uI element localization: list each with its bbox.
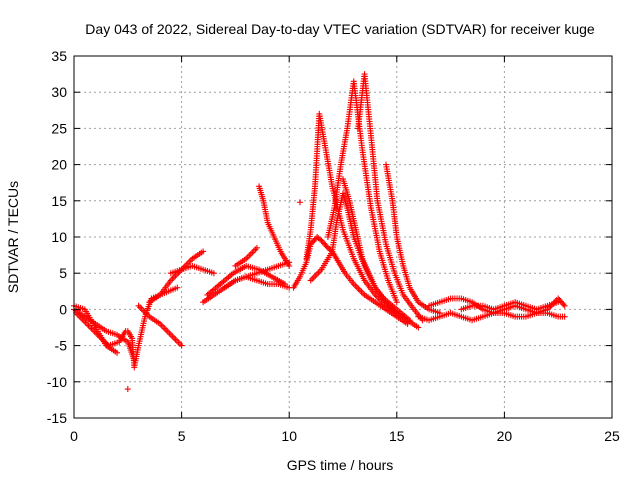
y-tick-label: 0 xyxy=(59,301,67,317)
data-point xyxy=(560,301,567,308)
data-point xyxy=(557,298,564,305)
y-tick-label: -5 xyxy=(55,338,68,354)
data-point xyxy=(406,317,413,324)
axis-ticks: 0 5 10 15 20 25 -15 -10 -5 0 5 10 15 20 25 30 35 xyxy=(47,48,620,444)
y-tick-label: -15 xyxy=(47,410,67,426)
data-point xyxy=(561,313,568,320)
data-markers xyxy=(71,71,568,393)
data-point xyxy=(296,199,303,206)
y-tick-label: 35 xyxy=(51,48,67,64)
series-track-17 xyxy=(307,190,422,331)
x-tick-label: 15 xyxy=(389,428,405,444)
y-tick-label: 10 xyxy=(51,229,67,245)
series-track-15 xyxy=(296,199,303,206)
data-point xyxy=(318,237,325,244)
y-tick-label: 5 xyxy=(59,265,67,281)
series-track-11 xyxy=(221,273,293,291)
data-point xyxy=(415,324,422,331)
series-track-06 xyxy=(135,302,185,349)
data-point xyxy=(321,240,328,247)
data-point xyxy=(210,270,217,277)
series-track-10 xyxy=(204,262,288,298)
series-track-18 xyxy=(324,78,400,306)
data-point xyxy=(319,239,326,246)
data-point xyxy=(124,386,131,393)
x-tick-label: 5 xyxy=(178,428,186,444)
data-point xyxy=(317,236,324,243)
series-track-19 xyxy=(340,176,413,324)
data-point xyxy=(322,241,329,248)
grid-lines xyxy=(74,56,612,418)
series-track-08 xyxy=(167,262,217,277)
series-track-24 xyxy=(458,299,562,313)
series-track-13 xyxy=(256,183,293,269)
series-track-07 xyxy=(146,248,207,306)
data-point xyxy=(253,244,260,251)
data-point xyxy=(286,262,293,269)
series-track-14 xyxy=(290,234,411,327)
y-tick-label: 25 xyxy=(51,120,67,136)
data-point xyxy=(311,236,318,243)
data-point xyxy=(114,349,121,356)
series-track-20 xyxy=(355,71,426,324)
data-point xyxy=(555,299,562,306)
series-track-23 xyxy=(415,310,568,324)
y-tick-label: 30 xyxy=(51,84,67,100)
data-point xyxy=(393,299,400,306)
data-point xyxy=(174,284,181,291)
y-tick-label: 15 xyxy=(51,193,67,209)
chart-title: Day 043 of 2022, Sidereal Day-to-day VTE… xyxy=(85,21,595,37)
x-tick-label: 0 xyxy=(70,428,78,444)
data-point xyxy=(323,243,330,250)
data-point xyxy=(561,302,568,309)
data-point xyxy=(200,248,207,255)
series-track-21 xyxy=(383,161,443,317)
x-tick-label: 25 xyxy=(604,428,620,444)
y-axis-label: SDTVAR / TECUs xyxy=(5,181,21,293)
data-point xyxy=(178,342,185,349)
x-tick-label: 20 xyxy=(497,428,513,444)
data-point xyxy=(559,299,566,306)
series-track-04 xyxy=(124,284,181,371)
series-track-16 xyxy=(303,110,400,317)
y-tick-label: 20 xyxy=(51,157,67,173)
x-axis-label: GPS time / hours xyxy=(287,457,394,473)
y-tick-label: -10 xyxy=(47,374,67,390)
series-track-05 xyxy=(124,386,131,393)
series-track-12 xyxy=(232,244,260,269)
x-tick-label: 10 xyxy=(281,428,297,444)
